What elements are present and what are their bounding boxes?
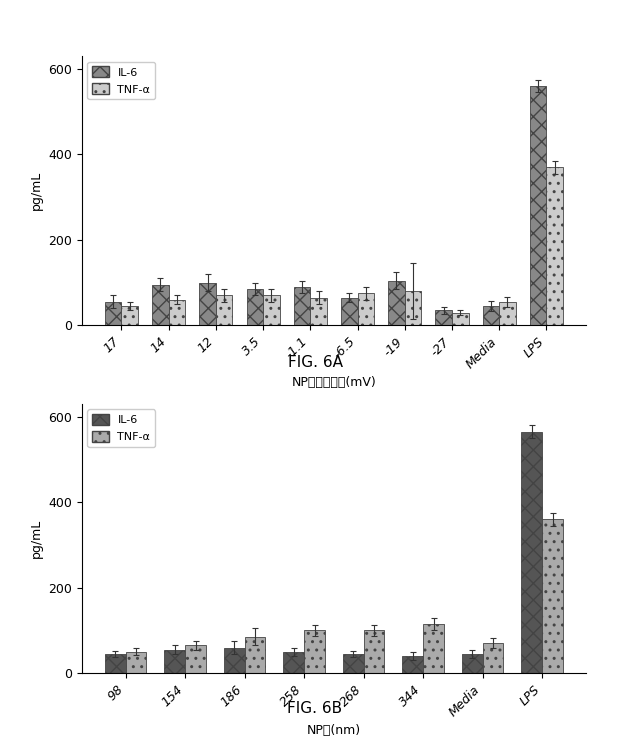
Legend: IL-6, TNF-α: IL-6, TNF-α: [88, 409, 155, 447]
Y-axis label: pg/mL: pg/mL: [30, 519, 43, 558]
Bar: [164, 650, 185, 673]
Bar: [311, 298, 327, 325]
Bar: [185, 646, 206, 673]
Bar: [546, 168, 563, 325]
Bar: [499, 302, 516, 325]
Bar: [388, 280, 404, 325]
Bar: [341, 298, 357, 325]
Bar: [246, 289, 263, 325]
Bar: [357, 293, 374, 325]
Bar: [435, 310, 452, 325]
Legend: IL-6, TNF-α: IL-6, TNF-α: [88, 61, 155, 99]
Bar: [284, 652, 304, 673]
Bar: [105, 302, 122, 325]
Bar: [304, 631, 325, 673]
Bar: [343, 654, 364, 673]
Y-axis label: pg/mL: pg/mL: [30, 171, 43, 210]
Bar: [224, 648, 244, 673]
Bar: [122, 306, 138, 325]
Bar: [244, 637, 265, 673]
Bar: [483, 643, 503, 673]
Bar: [364, 631, 384, 673]
Text: FIG. 6B: FIG. 6B: [287, 701, 343, 716]
Bar: [452, 313, 469, 325]
Bar: [169, 300, 185, 325]
Bar: [423, 624, 444, 673]
Bar: [105, 654, 125, 673]
Bar: [404, 291, 421, 325]
X-axis label: NPゼータ電位(mV): NPゼータ電位(mV): [292, 376, 376, 390]
Bar: [263, 295, 280, 325]
Text: FIG. 6A: FIG. 6A: [287, 355, 343, 370]
X-axis label: NP径(nm): NP径(nm): [307, 724, 361, 738]
Bar: [530, 86, 546, 325]
Bar: [125, 652, 146, 673]
Bar: [216, 295, 232, 325]
Bar: [483, 306, 499, 325]
Bar: [152, 285, 169, 325]
Bar: [462, 654, 483, 673]
Bar: [403, 656, 423, 673]
Bar: [522, 432, 542, 673]
Bar: [294, 287, 311, 325]
Bar: [199, 283, 216, 325]
Bar: [542, 519, 563, 673]
